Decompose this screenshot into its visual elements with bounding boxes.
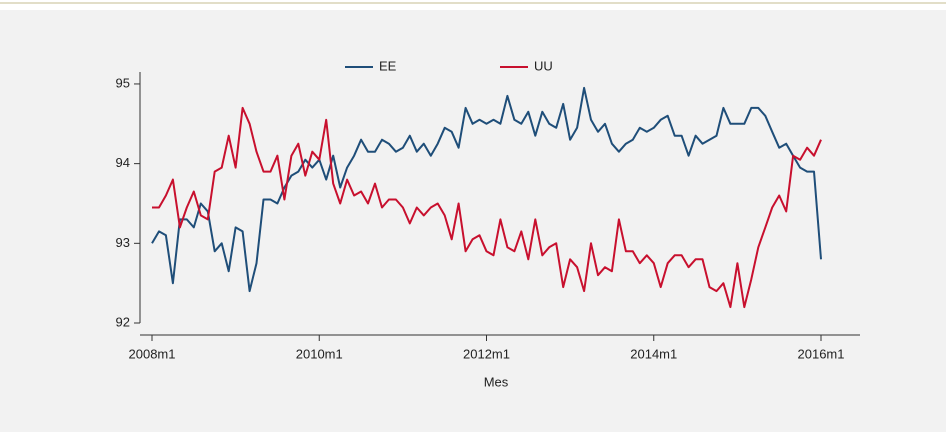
panel — [0, 10, 946, 432]
y-tick-label: 94 — [116, 155, 130, 170]
y-tick-label: 92 — [116, 314, 130, 329]
x-axis-label: Mes — [484, 374, 509, 389]
y-tick-label: 95 — [116, 75, 130, 90]
legend-label: UU — [534, 58, 553, 73]
x-tick-label: 2012m1 — [463, 346, 510, 361]
line-series — [151, 86, 822, 293]
x-tick-label: 2014m1 — [630, 346, 677, 361]
legend-label: EE — [379, 58, 397, 73]
x-tick-label: 2010m1 — [296, 346, 343, 361]
x-tick-label: 2008m1 — [129, 346, 176, 361]
x-tick-label: 2016m1 — [798, 346, 845, 361]
y-tick-label: 93 — [116, 235, 130, 250]
line-series — [152, 106, 822, 309]
